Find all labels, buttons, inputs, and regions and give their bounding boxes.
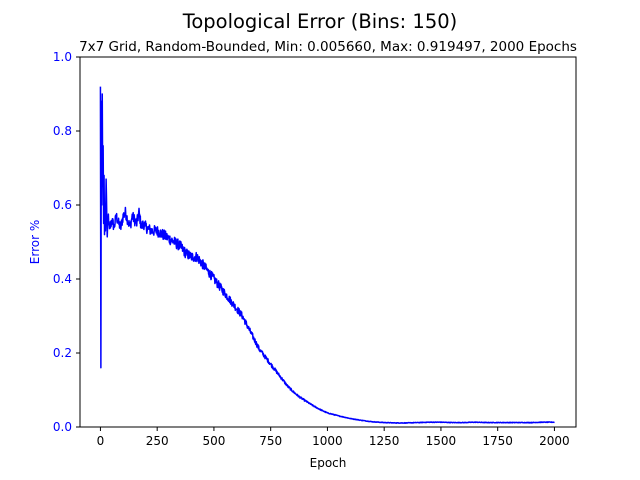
ticks-layer: 0 250 500 750 1000 1250 1500 1750 2000 0.0 0.2 0.4 0… [53,50,570,448]
series-line [99,86,555,424]
plot-area [80,57,576,427]
x-tick-label: 1250 [369,434,400,448]
x-tick-label: 500 [202,434,225,448]
x-tick-label: 750 [259,434,282,448]
y-tick-label: 1.0 [53,50,72,64]
plot-frame [79,56,577,428]
y-tick-label: 0.4 [53,272,72,286]
y-tick-label: 0.2 [53,346,72,360]
x-tick-label: 1750 [482,434,513,448]
y-tick-label: 0.6 [53,198,72,212]
x-tick-label: 1000 [312,434,343,448]
y-axis-label: Error % [28,220,42,264]
chart-title: Topological Error (Bins: 150) [182,10,458,33]
x-tick-label: 1500 [426,434,457,448]
series-layer [99,86,555,424]
x-tick-label: 2000 [539,434,570,448]
x-tick-label: 0 [97,434,105,448]
y-tick-label: 0.8 [53,124,72,138]
x-tick-label: 250 [146,434,169,448]
chart-subtitle: 7x7 Grid, Random-Bounded, Min: 0.005660,… [79,39,577,55]
y-tick-label: 0.0 [53,420,72,434]
x-axis-label: Epoch [310,456,347,470]
